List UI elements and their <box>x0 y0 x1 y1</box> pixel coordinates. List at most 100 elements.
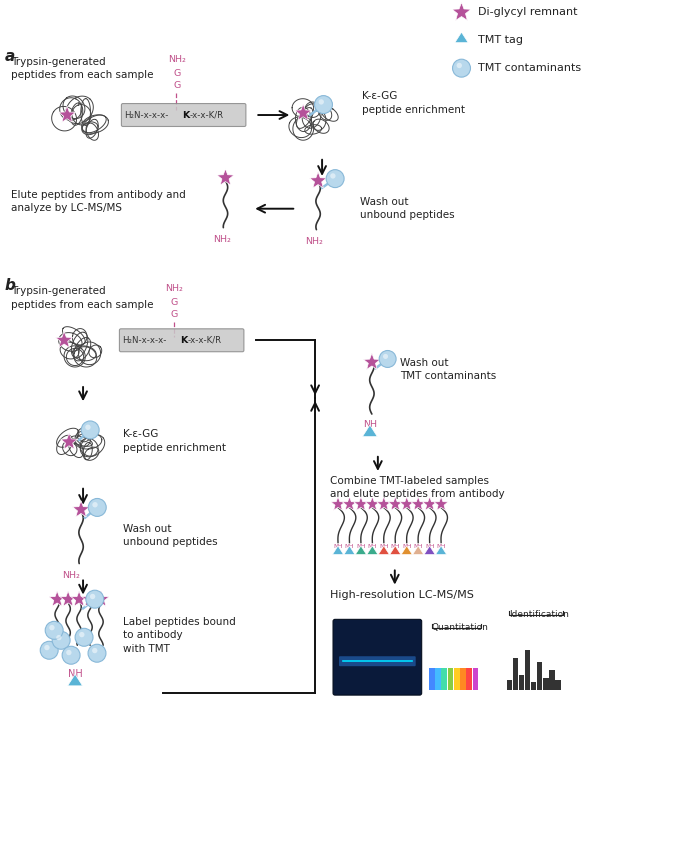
Bar <box>447 668 453 690</box>
Bar <box>555 680 560 690</box>
Text: TMT tag: TMT tag <box>478 36 523 45</box>
Circle shape <box>453 59 471 77</box>
Circle shape <box>457 63 462 69</box>
Text: H₂N-x-x-x-: H₂N-x-x-x- <box>124 111 169 119</box>
Text: K-ε-GG
peptide enrichment: K-ε-GG peptide enrichment <box>123 429 226 453</box>
Polygon shape <box>356 546 366 555</box>
Polygon shape <box>295 104 312 120</box>
Bar <box>441 668 447 690</box>
Bar <box>473 668 478 690</box>
Circle shape <box>40 641 58 659</box>
Polygon shape <box>332 546 344 555</box>
Text: NH: NH <box>363 420 377 429</box>
Polygon shape <box>378 546 390 555</box>
Text: NH₂: NH₂ <box>165 284 183 294</box>
Circle shape <box>85 425 90 430</box>
Circle shape <box>62 646 80 664</box>
Circle shape <box>379 350 396 367</box>
FancyBboxPatch shape <box>121 103 246 126</box>
Text: NH: NH <box>402 544 412 548</box>
Text: -x-x-K/R: -x-x-K/R <box>188 336 222 345</box>
Circle shape <box>92 502 98 508</box>
Text: TMT contaminants: TMT contaminants <box>478 63 582 73</box>
Text: Elute peptides from antibody and
analyze by LC-MS/MS: Elute peptides from antibody and analyze… <box>12 190 186 213</box>
Polygon shape <box>331 497 345 510</box>
Bar <box>543 678 549 690</box>
Text: NH₂: NH₂ <box>214 234 232 244</box>
Text: K-ε-GG
peptide enrichment: K-ε-GG peptide enrichment <box>362 91 465 115</box>
Circle shape <box>75 629 93 646</box>
Circle shape <box>88 645 106 662</box>
Text: G: G <box>170 299 177 307</box>
Text: NH₂: NH₂ <box>62 570 80 580</box>
Polygon shape <box>60 433 77 449</box>
Text: G: G <box>173 69 180 78</box>
Circle shape <box>52 631 70 649</box>
Text: NH: NH <box>379 544 388 548</box>
Circle shape <box>314 96 332 113</box>
Polygon shape <box>60 591 76 607</box>
Polygon shape <box>377 497 391 510</box>
Text: Quantitation: Quantitation <box>432 624 488 632</box>
Text: -x-x-K/R: -x-x-K/R <box>190 111 224 119</box>
Text: NH: NH <box>390 544 400 548</box>
Polygon shape <box>93 591 109 607</box>
Text: NH₂: NH₂ <box>168 55 186 64</box>
FancyBboxPatch shape <box>339 656 416 666</box>
Text: K: K <box>179 336 187 345</box>
Polygon shape <box>366 546 378 555</box>
Circle shape <box>79 632 84 637</box>
FancyBboxPatch shape <box>119 329 244 352</box>
Circle shape <box>383 354 388 359</box>
Text: Trypsin-generated
peptides from each sample: Trypsin-generated peptides from each sam… <box>12 287 154 310</box>
Circle shape <box>56 634 62 640</box>
Circle shape <box>319 99 324 105</box>
Polygon shape <box>363 354 380 370</box>
Polygon shape <box>424 546 435 555</box>
Polygon shape <box>73 501 90 517</box>
Polygon shape <box>49 591 65 607</box>
FancyBboxPatch shape <box>333 619 422 695</box>
Polygon shape <box>68 674 83 686</box>
Text: Label peptides bound
to antibody
with TMT: Label peptides bound to antibody with TM… <box>123 617 236 653</box>
Text: Trypsin-generated
peptides from each sample: Trypsin-generated peptides from each sam… <box>12 58 154 80</box>
Polygon shape <box>310 172 327 188</box>
Text: NH: NH <box>345 544 354 548</box>
Polygon shape <box>390 546 401 555</box>
Text: NH: NH <box>436 544 446 548</box>
Text: NH: NH <box>414 544 423 548</box>
Text: Di-glycyl remnant: Di-glycyl remnant <box>478 8 578 18</box>
Text: K: K <box>182 111 189 119</box>
Polygon shape <box>55 332 73 348</box>
Polygon shape <box>411 497 425 510</box>
Bar <box>525 651 530 690</box>
Polygon shape <box>412 546 424 555</box>
Polygon shape <box>436 546 447 555</box>
Text: Identification: Identification <box>510 610 569 619</box>
Bar <box>531 682 536 690</box>
Text: H₂N-x-x-x-: H₂N-x-x-x- <box>122 336 166 345</box>
Polygon shape <box>354 497 368 510</box>
Text: NH: NH <box>368 544 377 548</box>
Bar <box>537 662 543 690</box>
Text: NH: NH <box>425 544 434 548</box>
Text: NH: NH <box>68 669 82 679</box>
Polygon shape <box>342 497 357 510</box>
Text: G: G <box>170 310 177 320</box>
Polygon shape <box>344 546 355 555</box>
Text: Combine TMT-labeled samples
and elute peptides from antibody: Combine TMT-labeled samples and elute pe… <box>330 475 505 499</box>
Circle shape <box>45 645 49 651</box>
Text: NH: NH <box>334 544 342 548</box>
Polygon shape <box>423 497 437 510</box>
Polygon shape <box>71 591 87 607</box>
Text: G: G <box>173 81 180 91</box>
Text: NH: NH <box>356 544 366 548</box>
Circle shape <box>86 591 104 608</box>
Bar <box>429 668 434 690</box>
Polygon shape <box>362 425 377 437</box>
Circle shape <box>82 421 99 439</box>
Polygon shape <box>434 497 448 510</box>
Polygon shape <box>455 32 469 42</box>
Circle shape <box>330 173 336 179</box>
Bar <box>460 668 466 690</box>
